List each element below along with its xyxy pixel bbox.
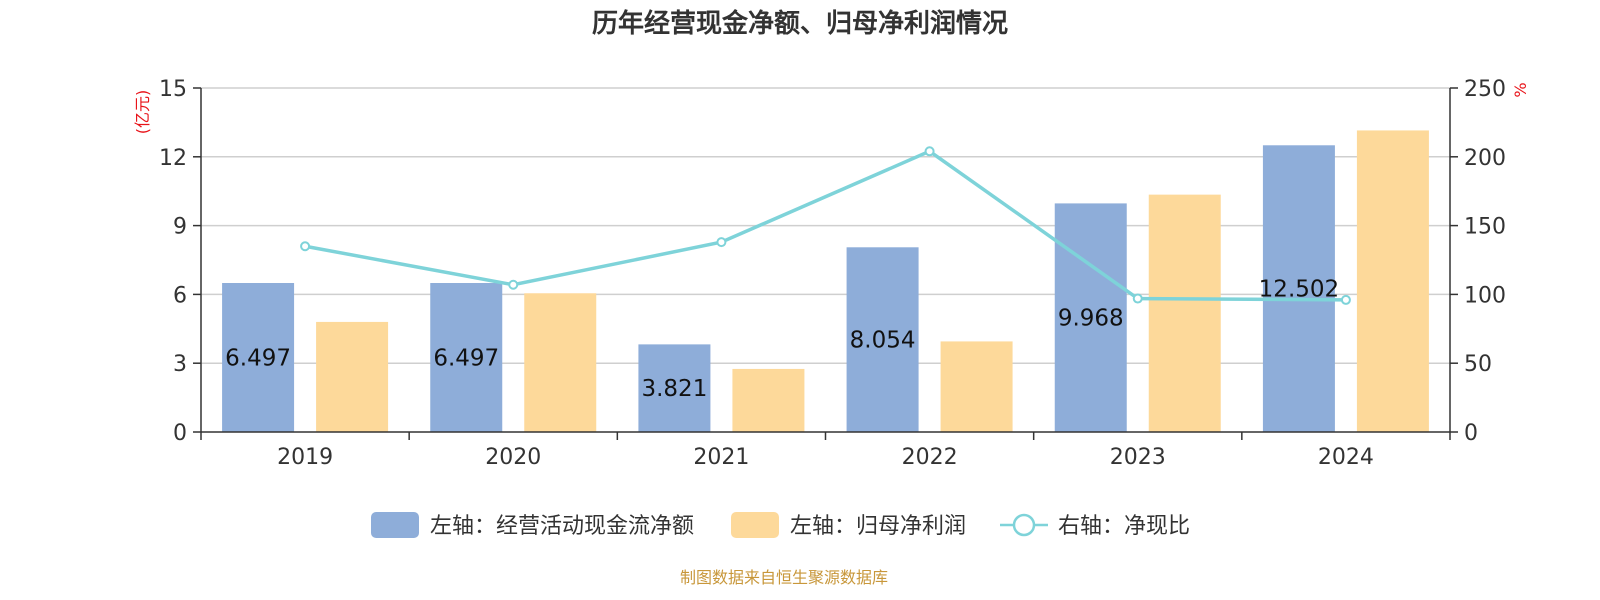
bar: [1356, 130, 1429, 432]
x-axis-tick-label: 2019: [277, 445, 333, 470]
x-axis-tick-label: 2021: [693, 445, 749, 470]
bar: [1054, 203, 1127, 432]
bar-value-label: 9.968: [1058, 306, 1124, 332]
bar-value-label: 6.497: [433, 346, 499, 372]
left-axis-tick-label: 9: [173, 215, 187, 240]
bar: [1262, 145, 1335, 432]
bar-series: [222, 130, 1429, 432]
legend-swatch-marker: [1012, 513, 1036, 537]
data-labels: 6.497 6.497 3.821 8.054 9.968 12.502: [225, 277, 1339, 403]
bar: [222, 283, 295, 432]
gridlines: [201, 87, 1450, 364]
bar: [732, 368, 805, 432]
left-axis-tick-label: 12: [159, 146, 187, 171]
right-axis-tick-label: 100: [1464, 283, 1506, 308]
chart-title: 历年经营现金净额、归母净利润情况: [592, 8, 1008, 39]
right-axis-unit: %: [1511, 82, 1530, 97]
bar-value-label: 8.054: [850, 328, 916, 354]
legend-label: 左轴：经营活动现金流净额: [430, 514, 694, 539]
ratio-line: [304, 149, 1346, 302]
ratio-point: [1132, 293, 1143, 304]
legend-label: 左轴：归母净利润: [790, 514, 966, 539]
ratio-point: [924, 146, 935, 157]
source-note: 制图数据来自恒生聚源数据库: [680, 568, 888, 587]
bar: [430, 283, 503, 432]
right-axis-tick-label: 250: [1464, 77, 1506, 102]
bar-value-label: 6.497: [225, 346, 291, 372]
x-axis-tick-label: 2022: [902, 445, 958, 470]
bar: [1148, 194, 1221, 432]
x-axis-tick-label: 2024: [1318, 445, 1374, 470]
legend-swatch: [371, 512, 419, 538]
legend-label: 右轴：净现比: [1058, 514, 1190, 539]
bar-value-label: 3.821: [641, 376, 707, 402]
line-series: [300, 146, 1351, 305]
bar: [940, 341, 1013, 432]
legend: 左轴：经营活动现金流净额 左轴：归母净利润 右轴：净现比: [371, 512, 1190, 539]
right-axis-tick-label: 0: [1464, 421, 1478, 446]
left-axis-tick-label: 3: [173, 352, 187, 377]
left-axis-tick-label: 15: [159, 77, 187, 102]
ratio-point: [1340, 294, 1351, 305]
ratio-point: [508, 279, 519, 290]
x-axis-tick-label: 2020: [485, 445, 541, 470]
x-axis-tick-label: 2023: [1110, 445, 1166, 470]
right-axis-tick-label: 200: [1464, 146, 1506, 171]
left-axis-tick-label: 6: [173, 283, 187, 308]
left-axis-tick-label: 0: [173, 421, 187, 446]
right-axis-tick-label: 150: [1464, 215, 1506, 240]
right-axis-tick-label: 50: [1464, 352, 1492, 377]
bar-value-label: 12.502: [1259, 277, 1339, 303]
legend-swatch: [731, 512, 779, 538]
bar: [638, 344, 711, 432]
ratio-point: [716, 237, 727, 248]
bar: [846, 247, 919, 432]
ratio-point: [300, 241, 311, 252]
bar: [316, 321, 389, 432]
left-axis-unit: (亿元): [133, 90, 152, 135]
bar: [524, 293, 597, 432]
